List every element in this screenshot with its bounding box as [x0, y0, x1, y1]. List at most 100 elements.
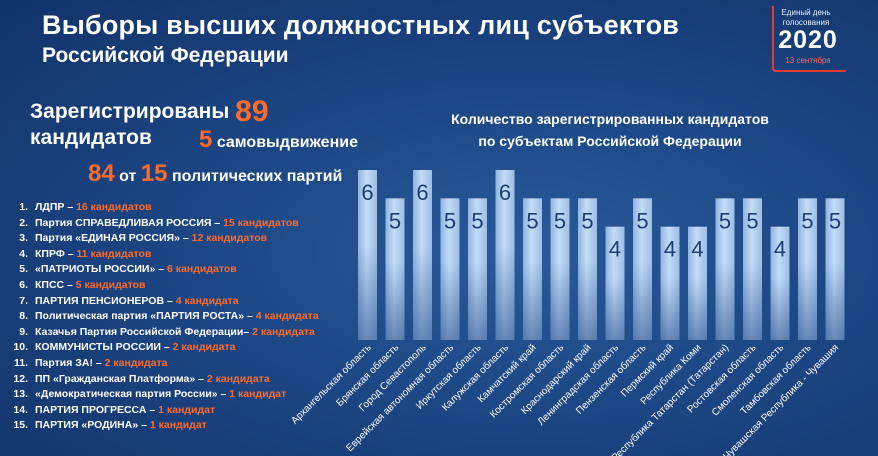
bar-data-label: 5 — [389, 208, 401, 233]
party-list-item: 14. ПАРТИЯ ПРОГРЕССА – 1 кандидат — [6, 403, 346, 419]
party-candidate-count: 1 кандидат — [149, 419, 207, 432]
bar-shade — [660, 277, 680, 340]
bar-shade — [605, 277, 625, 340]
party-candidate-count: 11 кандидатов — [76, 247, 152, 260]
party-number: 4. — [19, 247, 28, 260]
bar-shade — [770, 277, 790, 340]
chart-title-line1: Количество зарегистрированных кандидатов — [451, 111, 769, 127]
party-name: Партия ЗА! – — [35, 356, 105, 369]
party-name: КПРФ – — [35, 247, 77, 260]
party-name: Казачья Партия Российской Федерации– — [35, 325, 253, 338]
party-name: ЛДПР – — [35, 201, 77, 213]
party-list-item: 11. Партия ЗА! – 2 кандидата — [6, 356, 346, 372]
bar-shade — [358, 246, 377, 340]
party-number: 14. — [13, 403, 28, 416]
party-list-item: 10. КОММУНИСТЫ РОССИИ – 2 кандидата — [6, 340, 346, 356]
party-list-item: 9. Казачья Партия Российской Федерации– 2… — [6, 325, 346, 341]
party-candidate-count: 2 кандидата — [172, 341, 236, 354]
bar-shade — [715, 262, 735, 340]
bar-data-label: 6 — [499, 180, 511, 205]
registered-count: 89 — [235, 95, 269, 128]
party-number: 13. — [13, 388, 28, 401]
registered-summary: Зарегистрированы 89 — [30, 92, 269, 128]
bar-data-label: 6 — [361, 180, 373, 205]
bar-shade — [523, 262, 542, 340]
bar-shade — [550, 262, 570, 340]
bar-shade — [798, 262, 817, 340]
bar-data-label: 5 — [636, 208, 648, 233]
party-candidate-count: 4 кандидата — [255, 310, 319, 323]
bar-shade — [413, 246, 432, 340]
party-name: ПП «Гражданская Платформа» – — [35, 372, 207, 385]
self-nomination: 5 самовыдвижение — [199, 126, 358, 154]
bar-data-label: 5 — [581, 208, 593, 233]
logo-line1: Единый день — [781, 8, 831, 17]
party-number: 5. — [19, 263, 28, 276]
party-name: Партия СПРАВЕДЛИВАЯ РОССИЯ – — [35, 216, 224, 229]
bar-shade — [633, 262, 652, 340]
party-candidate-count: 4 кандидата — [175, 294, 239, 307]
party-number: 2. — [19, 216, 28, 229]
party-name: «Демократическая партия России» – — [35, 388, 230, 401]
bar-data-label: 5 — [719, 208, 731, 233]
party-candidate-count: 1 кандидат — [158, 403, 216, 416]
party-list-item: 12. ПП «Гражданская Платформа» – 2 кандид… — [6, 372, 346, 388]
party-name: ПАРТИЯ ПЕНСИОНЕРОВ – — [35, 294, 176, 307]
party-name: Партия «ЕДИНАЯ РОССИЯ» – — [35, 232, 192, 245]
party-candidate-count: 2 кандидата — [252, 325, 315, 338]
bar-data-label: 5 — [746, 208, 758, 233]
party-list: 1. ЛДПР – 16 кандидатов 2. Партия СПРАВЕДЛИ… — [6, 200, 346, 434]
bar-shade — [468, 262, 487, 340]
party-candidate-count: 2 кандидата — [206, 372, 270, 385]
bar-shade — [385, 262, 405, 340]
party-nomination: 84 от 15 политических партий — [88, 160, 342, 188]
party-candidate-count: 1 кандидат — [229, 388, 287, 401]
party-number: 7. — [19, 294, 28, 307]
party-number: 12. — [13, 372, 28, 385]
bar-data-label: 5 — [554, 208, 566, 233]
party-number: 1. — [19, 201, 28, 213]
party-list-item: 6. КПСС – 5 кандидатов — [6, 278, 346, 294]
party-list-item: 8. Политическая партия «ПАРТИЯ РОСТА» – 4… — [6, 309, 346, 325]
bar-data-label: 6 — [416, 180, 428, 205]
party-name: Политическая партия «ПАРТИЯ РОСТА» – — [35, 310, 256, 323]
party-name: КПСС – — [35, 278, 76, 291]
page-subtitle: Российской Федерации — [42, 44, 289, 67]
party-candidate-count: 2 кандидата — [104, 356, 168, 369]
bar-shade — [825, 262, 845, 340]
party-list-item: 15. ПАРТИЯ «РОДИНА» – 1 кандидат — [6, 418, 346, 434]
bar-data-label: 4 — [609, 237, 621, 262]
bar-data-label: 4 — [691, 237, 703, 262]
party-list-item: 5. «ПАТРИОТЫ РОССИИ» – 6 кандидатов — [6, 262, 346, 278]
party-list-item: 7. ПАРТИЯ ПЕНСИОНЕРОВ – 4 кандидата — [6, 294, 346, 310]
logo-line2: голосования — [782, 18, 830, 27]
logo-year: 2020 — [778, 26, 838, 54]
party-list-item: 1. ЛДПР – 16 кандидатов — [6, 200, 346, 216]
party-list-item: 13. «Демократическая партия России» – 1 к… — [6, 387, 346, 403]
logo-bracket — [772, 6, 846, 72]
self-label: самовыдвижение — [216, 134, 358, 151]
party-name: ПАРТИЯ «РОДИНА» – — [35, 419, 150, 432]
chart-title: Количество зарегистрированных кандидатов… — [410, 108, 810, 152]
party-name: «ПАТРИОТЫ РОССИИ» – — [35, 263, 167, 276]
party-number: 10. — [13, 341, 28, 354]
bar-shade — [688, 277, 707, 340]
parties-label: политических партий — [171, 168, 343, 185]
page-title: Выборы высших должностных лиц субъектов — [42, 10, 680, 40]
from-label: от — [119, 168, 137, 185]
party-candidate-count: 16 кандидатов — [76, 201, 152, 213]
bar-shade — [743, 262, 762, 340]
logo-date: 13 сентября — [785, 56, 831, 65]
bar-data-label: 5 — [829, 208, 841, 233]
party-list-item: 3. Партия «ЕДИНАЯ РОССИЯ» – 12 кандидатов — [6, 231, 346, 247]
party-candidate-count: 6 кандидатов — [167, 263, 237, 276]
bar-shade — [578, 262, 597, 340]
party-number: 6. — [19, 278, 28, 291]
party-name: ПАРТИЯ ПРОГРЕССА – — [35, 403, 159, 416]
party-number: 9. — [19, 325, 28, 338]
election-day-logo: Единый день голосования 2020 13 сентября — [768, 6, 852, 74]
bar-shade — [495, 246, 515, 340]
bar-data-label: 5 — [801, 208, 813, 233]
